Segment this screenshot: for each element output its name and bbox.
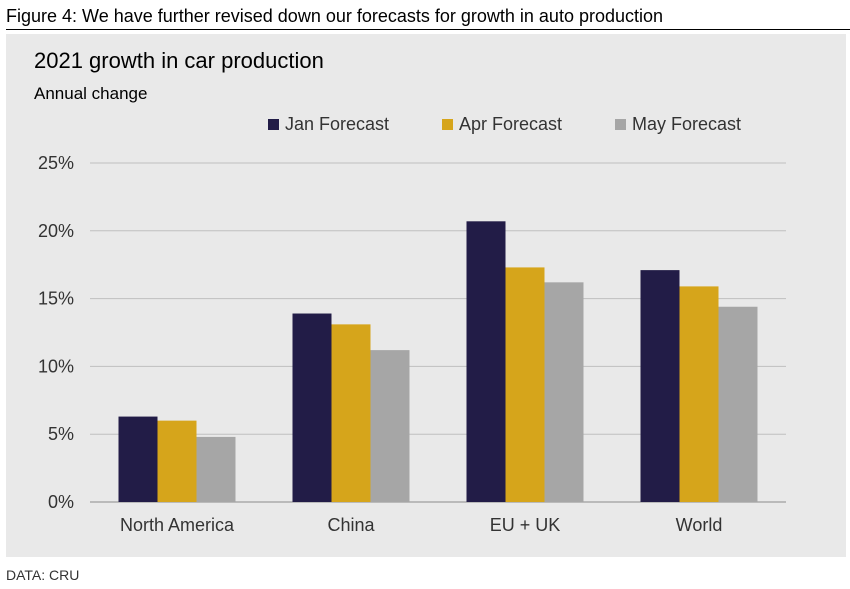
- legend-label-may: May Forecast: [632, 114, 742, 134]
- bar-jan-forecast: [118, 416, 158, 502]
- x-tick-label: EU + UK: [490, 515, 561, 535]
- legend-item-jan: Jan Forecast: [268, 114, 389, 135]
- bar-jan-forecast: [292, 313, 332, 502]
- bar-jan-forecast: [466, 221, 506, 503]
- bar-may-forecast: [196, 436, 236, 502]
- legend-swatch-apr: [442, 119, 453, 130]
- y-tick-label: 25%: [38, 153, 74, 173]
- x-tick-label: World: [676, 515, 723, 535]
- bar-apr-forecast: [157, 420, 197, 502]
- legend-label-jan: Jan Forecast: [285, 114, 390, 134]
- bar-apr-forecast: [679, 286, 719, 502]
- y-tick-label: 10%: [38, 356, 74, 376]
- data-source: DATA: CRU: [6, 567, 80, 583]
- bar-chart-plot: 0% 5% 10% 15% 20% 25% North America China EU + U…: [38, 153, 786, 535]
- legend-label-apr: Apr Forecast: [459, 114, 563, 134]
- bar-apr-forecast: [505, 267, 545, 502]
- chart-title: 2021 growth in car production: [34, 48, 324, 73]
- y-tick-label: 0%: [48, 492, 74, 512]
- x-tick-label: North America: [120, 515, 235, 535]
- legend-item-may: May Forecast: [615, 114, 741, 135]
- bar-may-forecast: [370, 350, 410, 502]
- x-tick-label: China: [327, 515, 375, 535]
- title-divider: [6, 29, 850, 30]
- figure-title: Figure 4: We have further revised down o…: [6, 6, 664, 26]
- chart-panel: 2021 growth in car production Annual cha…: [6, 34, 846, 557]
- legend-swatch-jan: [268, 119, 279, 130]
- legend-swatch-may: [615, 119, 626, 130]
- y-tick-label: 5%: [48, 424, 74, 444]
- chart-subtitle: Annual change: [34, 84, 148, 103]
- legend-item-apr: Apr Forecast: [442, 114, 562, 135]
- bar-may-forecast: [718, 306, 758, 502]
- bar-jan-forecast: [640, 270, 680, 502]
- bar-apr-forecast: [331, 324, 371, 502]
- bar-may-forecast: [544, 282, 584, 502]
- y-tick-label: 15%: [38, 289, 74, 309]
- y-tick-label: 20%: [38, 221, 74, 241]
